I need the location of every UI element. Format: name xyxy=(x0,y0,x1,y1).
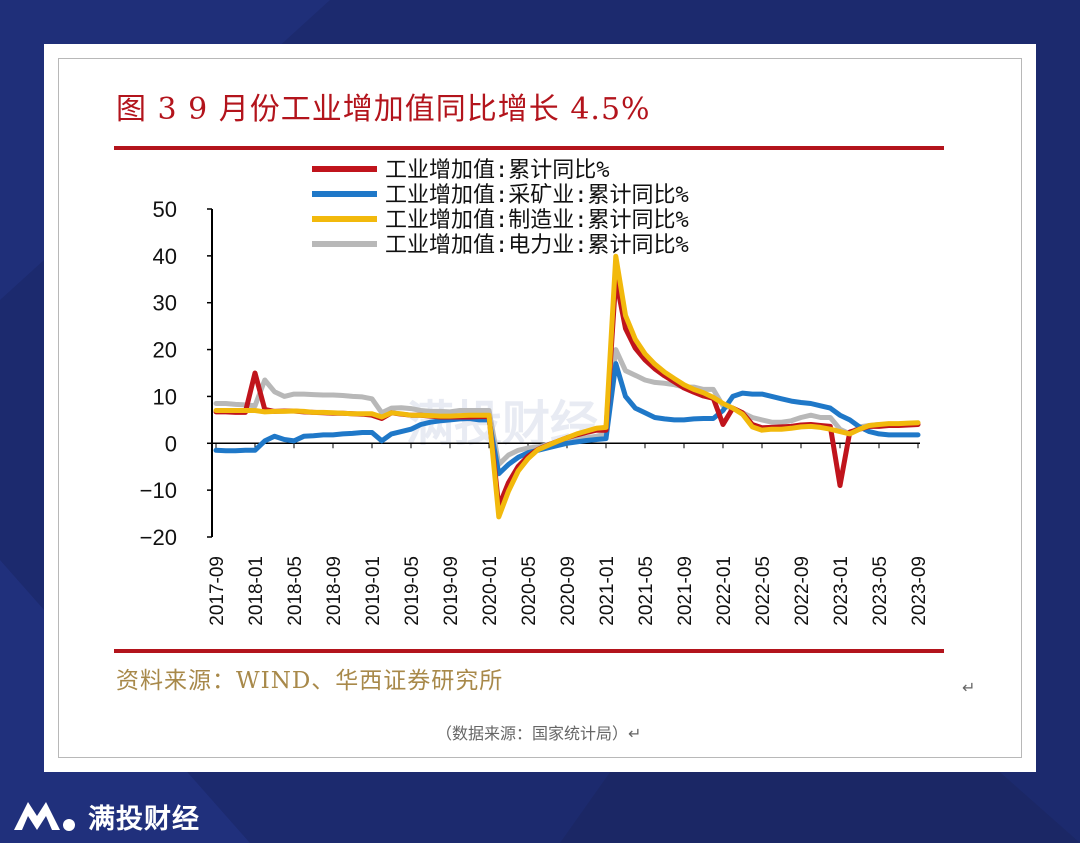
title-rule xyxy=(114,146,944,150)
x-tick-label: 2021-05 xyxy=(636,556,657,626)
x-tick-label: 2022-01 xyxy=(714,556,735,626)
legend-label-1: 工业增加值:采矿业:累计同比% xyxy=(385,183,689,208)
x-tick-label: 2018-05 xyxy=(285,556,306,626)
x-tick-label: 2019-01 xyxy=(363,556,384,626)
x-tick-label: 2022-09 xyxy=(792,556,813,626)
y-tick-label: 20 xyxy=(153,338,177,363)
figure-frame xyxy=(58,58,1022,758)
x-tick-label: 2021-01 xyxy=(597,556,618,626)
x-tick-label: 2021-09 xyxy=(675,556,696,626)
data-source-note-text: （数据来源：国家统计局） xyxy=(436,724,629,743)
x-tick-label: 2017-09 xyxy=(207,556,228,626)
brand-bar: 满投财经 xyxy=(12,796,200,836)
source-rule xyxy=(114,649,944,653)
legend-label-3: 工业增加值:电力业:累计同比% xyxy=(385,233,689,258)
x-tick-label: 2020-05 xyxy=(519,556,540,626)
x-tick-label: 2018-01 xyxy=(246,556,267,626)
legend-label-2: 工业增加值:制造业:累计同比% xyxy=(385,208,689,233)
x-tick-label: 2023-05 xyxy=(870,556,891,626)
source-text: 资料来源：WIND、华西证券研究所 xyxy=(116,668,504,694)
y-tick-label: 30 xyxy=(153,291,177,316)
y-tick-label: 0 xyxy=(165,431,177,456)
series-line-2 xyxy=(213,253,921,520)
x-tick-label: 2019-05 xyxy=(402,556,423,626)
x-tick-label: 2023-09 xyxy=(909,556,930,626)
y-tick-label: 10 xyxy=(153,384,177,409)
y-tick-label: −20 xyxy=(140,525,177,550)
legend-label-0: 工业增加值:累计同比% xyxy=(385,158,610,183)
y-tick-label: −10 xyxy=(140,478,177,503)
x-tick-label: 2019-09 xyxy=(441,556,462,626)
mountain-logo-icon xyxy=(14,802,75,831)
x-tick-label: 2023-01 xyxy=(831,556,852,626)
y-tick-label: 50 xyxy=(153,197,177,222)
series-line-1 xyxy=(213,361,921,477)
x-tick-label: 2020-01 xyxy=(480,556,501,626)
return-glyph: ↵ xyxy=(962,678,976,697)
x-tick-label: 2018-09 xyxy=(324,556,345,626)
y-tick-label: 40 xyxy=(153,244,177,269)
data-source-note: （数据来源：国家统计局）↵ xyxy=(436,720,641,744)
note-return-glyph: ↵ xyxy=(628,724,642,743)
figure-title: 图 3 9 月份工业增加值同比增长 4.5% xyxy=(116,92,651,127)
brand-name: 满投财经 xyxy=(88,803,200,835)
x-tick-label: 2022-05 xyxy=(753,556,774,626)
report-card: 图 3 9 月份工业增加值同比增长 4.5% 资料来源：WIND、华西证券研究所… xyxy=(44,44,1036,772)
x-tick-label: 2020-09 xyxy=(558,556,579,626)
